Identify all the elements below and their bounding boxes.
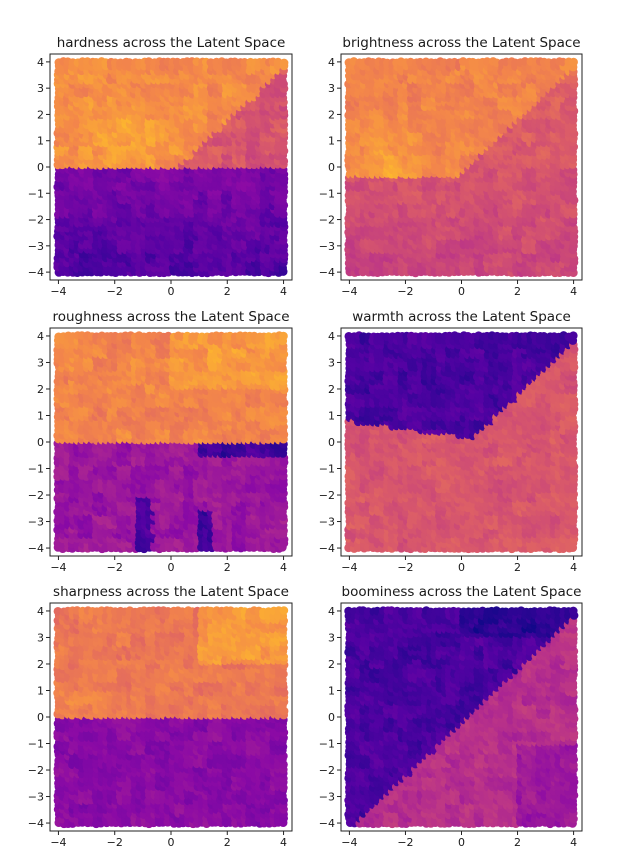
y-tick-label: 2	[37, 108, 44, 121]
x-tick-label: 4	[570, 285, 577, 298]
y-tick-label: −2	[319, 214, 335, 227]
scatter-point	[279, 58, 289, 68]
y-tick-label: 4	[37, 56, 44, 69]
x-tick-label: −2	[397, 285, 413, 298]
subplot-3: roughness across the Latent Space−4 −2 0 2 4…	[28, 309, 293, 574]
x-tick-label: −4	[341, 285, 357, 298]
y-tick-label: −4	[319, 266, 335, 279]
y-tick-label: 1	[328, 135, 335, 148]
y-tick-label: −3	[319, 240, 335, 253]
subplot-2: brightness across the Latent Space −4 −2 0 2…	[319, 35, 583, 298]
y-tick-label: 3	[328, 82, 335, 95]
y-tick-label: 2	[328, 108, 335, 121]
x-tick-label: 4	[280, 285, 287, 298]
scatter-points	[53, 331, 289, 554]
x-tick-label: 0	[458, 285, 465, 298]
y-tick-label: −3	[28, 240, 44, 253]
x-tick-label: 2	[514, 285, 521, 298]
y-tick-label: 0	[328, 161, 335, 174]
y-tick-label: −4	[28, 266, 44, 279]
subplot-title: brightness across the Latent Space	[342, 35, 580, 51]
y-tick-label: 3	[37, 82, 44, 95]
y-tick-label: 0	[37, 161, 44, 174]
y-tick-label: −2	[28, 214, 44, 227]
subplot-title: hardness across the Latent Space	[57, 35, 286, 51]
x-tick-label: 0	[168, 285, 175, 298]
x-tick-label: −4	[50, 285, 66, 298]
scatter-point	[569, 57, 578, 67]
subplot-1: hardness across the Latent Space −4 −2 0 2 4 −…	[28, 35, 293, 298]
scatter-points	[53, 57, 289, 278]
y-tick-label: −1	[28, 187, 44, 200]
y-tick-label: −1	[319, 187, 335, 200]
y-tick-label: 4	[328, 56, 335, 69]
y-tick-label: 1	[37, 135, 44, 148]
x-tick-label: 2	[224, 285, 231, 298]
x-tick-label: −2	[107, 285, 123, 298]
scatter-points	[344, 57, 579, 278]
